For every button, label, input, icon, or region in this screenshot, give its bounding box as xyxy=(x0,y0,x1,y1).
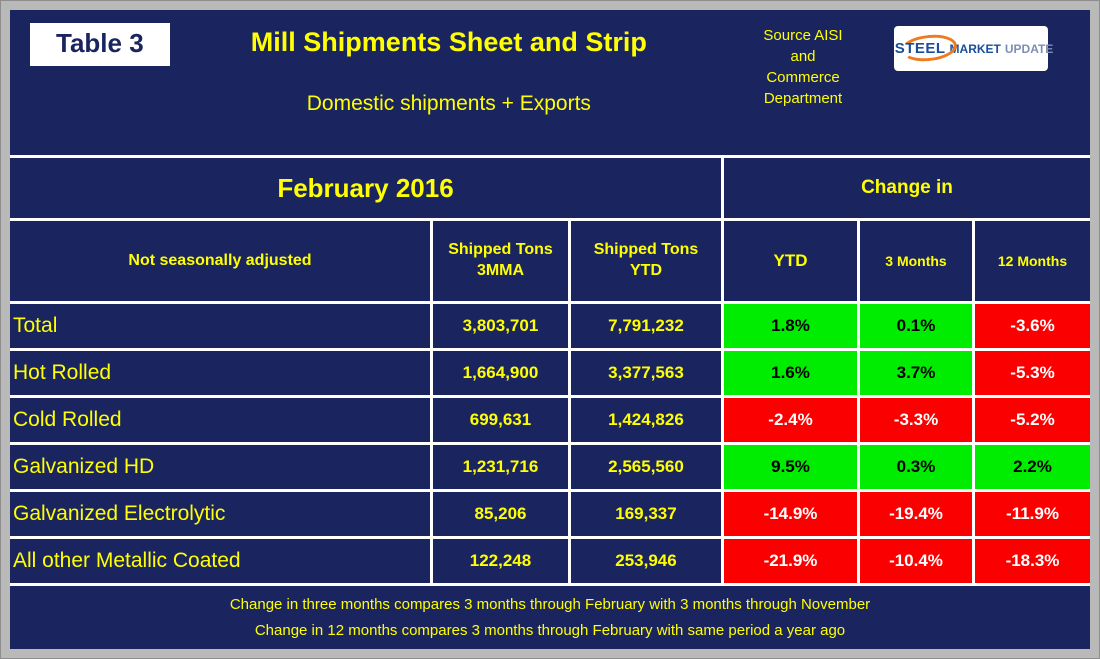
three-months-change-cell: 0.3% xyxy=(860,445,972,489)
tons-3mma-cell: 1,664,900 xyxy=(433,351,568,395)
tons-ytd-cell: 169,337 xyxy=(571,492,721,536)
steel-market-update-logo: STEEL MARKET UPDATE xyxy=(894,26,1053,71)
column-header-3-months: 3 Months xyxy=(860,221,972,301)
tons-3mma-cell: 122,248 xyxy=(433,539,568,583)
column-header-ytd: YTD xyxy=(724,221,857,301)
page-title: Mill Shipments Sheet and Strip xyxy=(250,27,647,57)
row-label: Galvanized Electrolytic xyxy=(10,492,430,536)
tons-3mma-cell: 85,206 xyxy=(433,492,568,536)
tons-3mma-cell: 1,231,716 xyxy=(433,445,568,489)
three-months-change-cell: 3.7% xyxy=(860,351,972,395)
logo-text-market: MARKET xyxy=(949,41,1001,56)
ytd-change-cell: 9.5% xyxy=(724,445,857,489)
tons-3mma-cell: 699,631 xyxy=(433,398,568,442)
table-number-badge: Table 3 xyxy=(30,23,170,66)
logo-text-update: UPDATE xyxy=(1004,41,1054,56)
source-line: Department xyxy=(763,90,843,107)
period-header-cell: February 2016 xyxy=(10,158,721,218)
footnote-twelve-months: Change in 12 months compares 3 months th… xyxy=(254,621,846,639)
ytd-change-cell: 1.6% xyxy=(724,351,857,395)
header: Table 3 Mill Shipments Sheet and Strip D… xyxy=(10,10,1090,155)
column-header-shipped-tons-3mma: Shipped Tons 3MMA xyxy=(433,221,568,301)
source-line: and xyxy=(790,48,816,65)
tons-ytd-cell: 253,946 xyxy=(571,539,721,583)
source-line: Source AISI xyxy=(763,27,843,44)
twelve-months-change-cell: 2.2% xyxy=(975,445,1090,489)
three-months-change-cell: 0.1% xyxy=(860,304,972,348)
three-months-change-cell: -10.4% xyxy=(860,539,972,583)
column-header-shipped-tons-ytd: Shipped Tons YTD xyxy=(571,221,721,301)
row-label: Total xyxy=(10,304,430,348)
twelve-months-change-cell: -3.6% xyxy=(975,304,1090,348)
footnote-three-months: Change in three months compares 3 months… xyxy=(229,596,871,613)
footnotes: Change in three months compares 3 months… xyxy=(10,586,1090,649)
column-header-12-months: 12 Months xyxy=(975,221,1090,301)
row-label: Galvanized HD xyxy=(10,445,430,489)
source-line: Commerce xyxy=(766,69,840,86)
source-note: Source AISI and Commerce Department xyxy=(728,23,878,109)
tons-ytd-cell: 7,791,232 xyxy=(571,304,721,348)
column-header-not-seasonally-adjusted: Not seasonally adjusted xyxy=(10,221,430,301)
tons-ytd-cell: 3,377,563 xyxy=(571,351,721,395)
row-label: All other Metallic Coated xyxy=(10,539,430,583)
change-in-header-cell: Change in xyxy=(724,158,1090,218)
logo-text-steel: STEEL xyxy=(894,40,946,57)
tons-ytd-cell: 2,565,560 xyxy=(571,445,721,489)
twelve-months-change-cell: -5.3% xyxy=(975,351,1090,395)
twelve-months-change-cell: -18.3% xyxy=(975,539,1090,583)
tons-3mma-cell: 3,803,701 xyxy=(433,304,568,348)
ytd-change-cell: -2.4% xyxy=(724,398,857,442)
page-subtitle: Domestic shipments + Exports xyxy=(306,92,591,115)
twelve-months-change-cell: -5.2% xyxy=(975,398,1090,442)
three-months-change-cell: -19.4% xyxy=(860,492,972,536)
row-label: Hot Rolled xyxy=(10,351,430,395)
shipments-sheet: Table 3 Mill Shipments Sheet and Strip D… xyxy=(10,10,1090,649)
title-block: Mill Shipments Sheet and Strip Domestic … xyxy=(170,23,728,116)
ytd-change-cell: 1.8% xyxy=(724,304,857,348)
ytd-change-cell: -14.9% xyxy=(724,492,857,536)
ytd-change-cell: -21.9% xyxy=(724,539,857,583)
row-label: Cold Rolled xyxy=(10,398,430,442)
tons-ytd-cell: 1,424,826 xyxy=(571,398,721,442)
shipments-table: February 2016 Change in Not seasonally a… xyxy=(10,155,1090,586)
three-months-change-cell: -3.3% xyxy=(860,398,972,442)
twelve-months-change-cell: -11.9% xyxy=(975,492,1090,536)
